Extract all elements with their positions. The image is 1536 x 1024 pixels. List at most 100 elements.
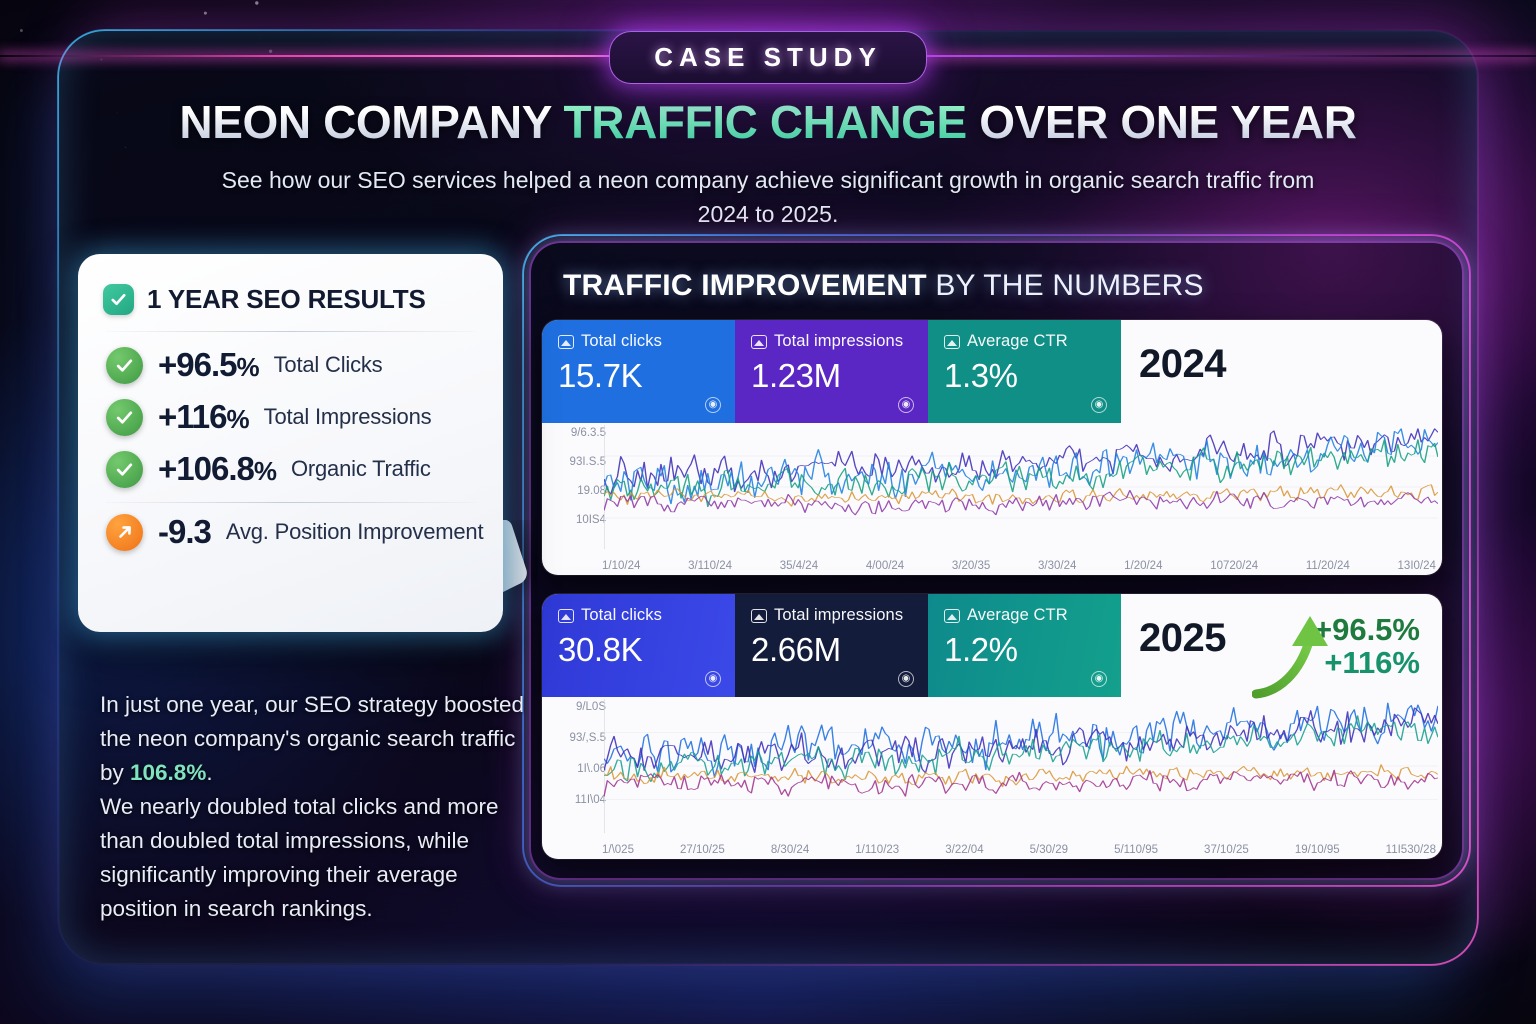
chart-x-axis-2025: 1/\025 27/10/25 8/30/24 1/110/23 3/22/04 5/30… [602,844,1436,856]
x-tick-label: 4/00/24 [865,560,905,572]
y-tick-label: 10IS4 [575,514,606,526]
seo-results-card: 1 YEAR SEO RESULTS +96.5% Total Clicks +… [78,254,503,632]
page-subtitle: See how our SEO services helped a neon c… [221,167,1315,227]
metric-tile-label-text: Average CTR [967,332,1068,350]
x-tick-label: 13I0/24 [1397,560,1436,572]
toggle-dot-icon[interactable]: ◉ [1091,397,1107,413]
growth-arrow-icon [1252,616,1328,699]
result-unit: % [226,404,250,434]
growth-callout: +96.5% +116% [1313,612,1420,680]
result-number: +96.5 [158,346,237,383]
chart-y-axis-2025: 9/L0S 93/,S.5 1I\.06 11I\04 [552,701,606,825]
growth-impressions: +116% [1324,644,1420,680]
x-tick-label: 5/110/95 [1114,844,1158,856]
x-tick-label: 11I530/28 [1385,844,1436,856]
seo-results-title: 1 YEAR SEO RESULTS [147,284,426,314]
case-study-badge-row: CASE STUDY [0,31,1536,84]
metric-tile-total-clicks-2025[interactable]: Total clicks 30.8K ◉ [542,594,735,697]
check-square-icon [103,284,134,315]
case-study-badge: CASE STUDY [609,31,927,84]
gsc-card-2025: Total clicks 30.8K ◉ Total impressions 2… [542,594,1442,859]
y-tick-label: 93/,S.5 [569,732,606,744]
paragraph-line-3a: search traffic by [100,726,516,785]
paragraph-line-2: boosted the neon company's organic [100,692,525,751]
paragraph-line-3c: . [206,760,213,785]
y-tick-label: 9/L0S [575,701,606,713]
y-tick-label: 1I\.06 [577,763,606,775]
metric-tiles-2025: Total clicks 30.8K ◉ Total impressions 2… [542,594,1442,697]
metric-tile-value: 1.2% [944,631,1018,668]
x-tick-label: 1/20/24 [1124,560,1163,572]
metric-tile-label: Total clicks [558,332,721,351]
check-circle-icon [106,346,143,384]
seo-results-header: 1 YEAR SEO RESULTS [78,254,503,315]
x-tick-label: 1/110/23 [855,844,900,856]
paragraph-line-1: In just one year, our SEO strategy [100,692,438,717]
metric-tile-label: Average CTR [944,606,1107,625]
image-icon [751,608,767,623]
result-number: +106.8 [158,450,255,487]
toggle-dot-icon[interactable]: ◉ [705,671,721,687]
metric-tile-label-text: Total impressions [774,606,904,624]
metric-tile-label: Total impressions [751,606,914,625]
panel-heading-bold: TRAFFIC IMPROVEMENT [563,269,927,302]
result-value: +96.5% [158,346,260,384]
metric-tile-label-text: Total clicks [581,606,662,624]
result-label: Total Impressions [263,404,432,429]
x-tick-label: 1/\025 [602,844,634,856]
chart-2025: 9/L0S 93/,S.5 1I\.06 11I\04 1/\025 27/10/25 8… [542,697,1442,859]
x-tick-label: 8/30/24 [770,844,810,856]
result-label: Total Clicks [273,352,383,377]
metric-tile-average-ctr-2025[interactable]: Average CTR 1.2% ◉ [928,594,1121,697]
chart-x-axis-2024: 1/10/24 3/110/24 35/4/24 4/00/24 3/20/35 3/30… [602,560,1436,572]
page-title-part1: NEON COMPANY [179,96,564,148]
paragraph-line-6: while significantly improving their [100,828,469,887]
metric-tile-label: Average CTR [944,332,1107,351]
check-circle-icon [106,450,143,488]
metric-tile-value: 15.7K [558,357,643,394]
x-tick-label: 3/20/35 [951,560,991,572]
result-label: Avg. Position Improvement [225,519,484,544]
growth-clicks: +96.5% [1313,612,1420,647]
result-value: +116% [158,398,250,436]
x-tick-label: 11/20/24 [1305,560,1350,572]
year-label-cell-2024: 2024 [1121,320,1442,423]
toggle-dot-icon[interactable]: ◉ [898,397,914,413]
result-value: +106.8% [158,450,277,488]
result-row: +106.8% Organic Traffic [78,436,503,488]
page-title: NEON COMPANY TRAFFIC CHANGE OVER ONE YEA… [0,95,1536,149]
x-tick-label: 3/30/24 [1038,560,1077,572]
divider [106,331,475,332]
x-tick-label: 5/30/29 [1029,844,1069,856]
x-tick-label: 1/10/24 [602,560,641,572]
panel-heading: TRAFFIC IMPROVEMENT BY THE NUMBERS [563,269,1204,303]
chart-y-axis-2024: 9/6.3.5 93I.S.5 19.08 10IS4 [552,427,606,543]
toggle-dot-icon[interactable]: ◉ [1091,671,1107,687]
x-tick-label: 37/10/25 [1204,844,1249,856]
y-tick-label: 9/6.3.5 [570,427,606,439]
result-number: +116 [158,398,228,435]
summary-paragraph: In just one year, our SEO strategy boost… [100,688,540,926]
metric-tile-total-impressions-2025[interactable]: Total impressions 2.66M ◉ [735,594,928,697]
x-tick-label: 3/110/24 [688,560,733,572]
gsc-card-2024: Total clicks 15.7K ◉ Total impressions 1… [542,320,1442,575]
result-number: -9.3 [158,513,212,550]
image-icon [944,334,960,349]
metric-tile-average-ctr-2024[interactable]: Average CTR 1.3% ◉ [928,320,1121,423]
metric-tile-total-clicks-2024[interactable]: Total clicks 15.7K ◉ [542,320,735,423]
y-tick-label: 19.08 [577,485,606,497]
toggle-dot-icon[interactable]: ◉ [898,671,914,687]
metric-tile-value: 30.8K [558,631,643,668]
metric-tile-label-text: Total clicks [581,332,662,350]
chart-plot-2024 [604,425,1438,549]
divider [106,502,475,503]
page-title-highlight: TRAFFIC CHANGE [563,96,968,148]
metric-tile-total-impressions-2024[interactable]: Total impressions 1.23M ◉ [735,320,928,423]
result-row: -9.3 Avg. Position Improvement [78,503,503,551]
arrow-up-right-icon [106,513,143,551]
paragraph-line-5: more than doubled total impressions, [100,794,499,853]
toggle-dot-icon[interactable]: ◉ [705,397,721,413]
result-row: +96.5% Total Clicks [78,332,503,384]
x-tick-label: 27/10/25 [680,844,725,856]
chart-2024: 9/6.3.5 93I.S.5 19.08 10IS4 1/10/24 3/110/24… [542,423,1442,575]
